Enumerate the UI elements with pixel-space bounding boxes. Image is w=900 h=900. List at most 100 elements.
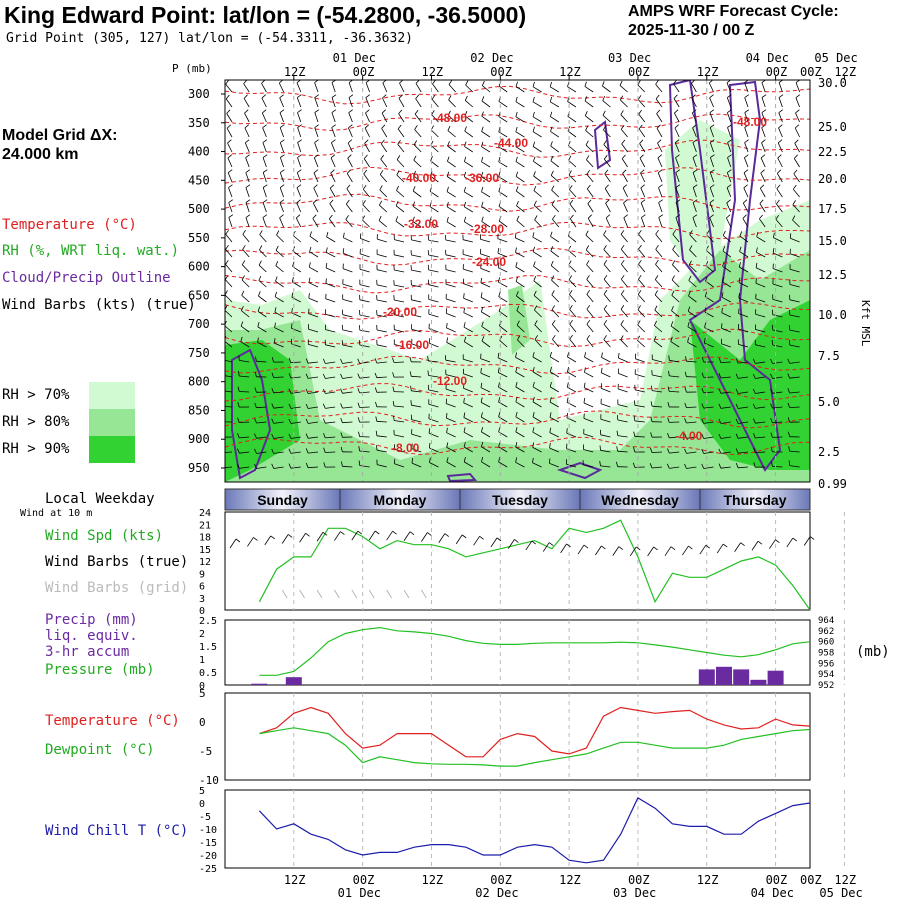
wind-barb-flag xyxy=(497,367,500,373)
wind-barb-flag xyxy=(257,306,261,312)
rh90-swatch xyxy=(89,436,135,463)
wind-barb-flag xyxy=(481,336,485,342)
wind-barb xyxy=(669,391,680,393)
wind-barb xyxy=(345,203,353,213)
top-date-label: 02 Dec xyxy=(470,51,513,65)
wind-barb xyxy=(583,418,594,423)
weekday-label: Monday xyxy=(374,492,427,508)
wind-barb-flag xyxy=(274,307,277,313)
wind-barb xyxy=(377,269,387,273)
wind-barb-flag xyxy=(770,403,773,409)
wind-barb xyxy=(481,146,491,153)
isotherm-0 xyxy=(225,85,810,105)
wind-barb-flag xyxy=(687,306,691,312)
wind-barb-flag xyxy=(567,351,570,358)
wind-barb xyxy=(637,340,646,348)
wind-barb-flag xyxy=(331,124,336,128)
wind-barb xyxy=(463,297,473,303)
wind-barb xyxy=(414,113,422,123)
wind-barb xyxy=(325,451,336,453)
wind-barb xyxy=(551,189,560,198)
wind-barb xyxy=(465,100,474,108)
wind-barb-10m xyxy=(334,531,341,541)
temp2-label: Temperature (°C) xyxy=(45,713,180,729)
wind-barb xyxy=(228,187,233,198)
wind-barb xyxy=(259,249,267,258)
wind-barb-flag xyxy=(718,373,722,379)
wind-barb-flag xyxy=(532,366,535,373)
wind-barb-flag xyxy=(446,427,448,433)
wind-barb-flag xyxy=(585,230,589,236)
wind-barb xyxy=(674,142,680,153)
wind-barb-flag xyxy=(649,463,653,469)
temperature-legend: Temperature (°C) xyxy=(2,217,137,233)
wind-barb-flag xyxy=(323,447,326,453)
wind-barb-flag xyxy=(481,111,484,117)
wind-barb-flag xyxy=(787,373,791,379)
wind-barb xyxy=(772,283,783,288)
wind-barb xyxy=(566,448,577,453)
wind-barb-flag xyxy=(551,200,555,205)
wind-barb xyxy=(308,451,319,454)
wind-barb-flag xyxy=(481,321,484,327)
wind-barb-flag xyxy=(395,201,399,206)
grid-wind-barb xyxy=(334,589,340,599)
grid-wind-barb xyxy=(421,589,427,599)
wind-barb-flag xyxy=(291,292,294,298)
isotherm-8 xyxy=(225,302,810,320)
wind-barb xyxy=(243,83,250,93)
wind-barb xyxy=(550,131,560,138)
wind-barb-flag xyxy=(280,169,285,173)
wind-barb-flag xyxy=(430,156,433,161)
wind-barb xyxy=(362,189,370,198)
wind-barb-flag xyxy=(313,184,318,189)
wind-barb-flag xyxy=(245,169,251,173)
wind-barb-flag xyxy=(358,460,361,466)
wind-barb xyxy=(692,142,697,153)
wind-barb-flag xyxy=(330,169,335,174)
wind-barb-10m xyxy=(699,544,707,555)
wind-barb xyxy=(515,237,525,243)
wind-barb-flag xyxy=(654,290,658,296)
wind-barb-flag xyxy=(305,418,309,424)
wind-barb xyxy=(262,187,267,198)
wind-barb xyxy=(515,252,525,258)
isotherm-3 xyxy=(225,166,810,186)
wind-barb xyxy=(262,172,267,183)
wind-barb-flag xyxy=(346,169,351,174)
wind-barb-10m xyxy=(595,545,602,556)
wind-barb-flag xyxy=(709,94,714,99)
wind-barb xyxy=(515,357,525,363)
top-panel-frame xyxy=(224,79,811,483)
wind-barb-flag xyxy=(637,290,642,295)
wind-barb-flag xyxy=(602,95,606,101)
wind-barb xyxy=(638,113,646,123)
wind-barb xyxy=(515,161,525,168)
wind-barb xyxy=(242,249,250,258)
wind-barb xyxy=(225,233,233,243)
wind-barb-flag xyxy=(633,446,636,453)
wind-barb-10m-flag xyxy=(270,535,276,540)
wind-barb xyxy=(331,97,336,108)
wind-barb xyxy=(516,190,525,198)
kft-tick-label: 15.0 xyxy=(818,234,847,248)
pressure-axis-title: P (mb) xyxy=(172,62,212,75)
wind-barb-10m-flag xyxy=(427,532,432,536)
wind-barb-flag xyxy=(701,433,705,439)
wind-barb xyxy=(739,251,749,258)
wind-barb-flag xyxy=(498,441,501,448)
top-hour-label: 00Z xyxy=(490,65,512,79)
wind-barb-flag xyxy=(362,200,366,205)
wind-barb xyxy=(261,112,267,123)
wind-barb-flag xyxy=(464,95,468,101)
wind-barb xyxy=(568,174,577,183)
wind-barb xyxy=(603,324,611,333)
windchill-label: Wind Chill T (°C) xyxy=(45,823,189,839)
wind-barb-flag xyxy=(345,199,350,205)
wind-barb-flag xyxy=(221,417,222,422)
wind-barb-flag xyxy=(515,457,518,463)
wind-barb-flag xyxy=(288,373,292,379)
pressure-tick-label: 800 xyxy=(188,375,210,389)
wind-barb xyxy=(429,462,439,468)
wind-barb xyxy=(654,325,663,333)
